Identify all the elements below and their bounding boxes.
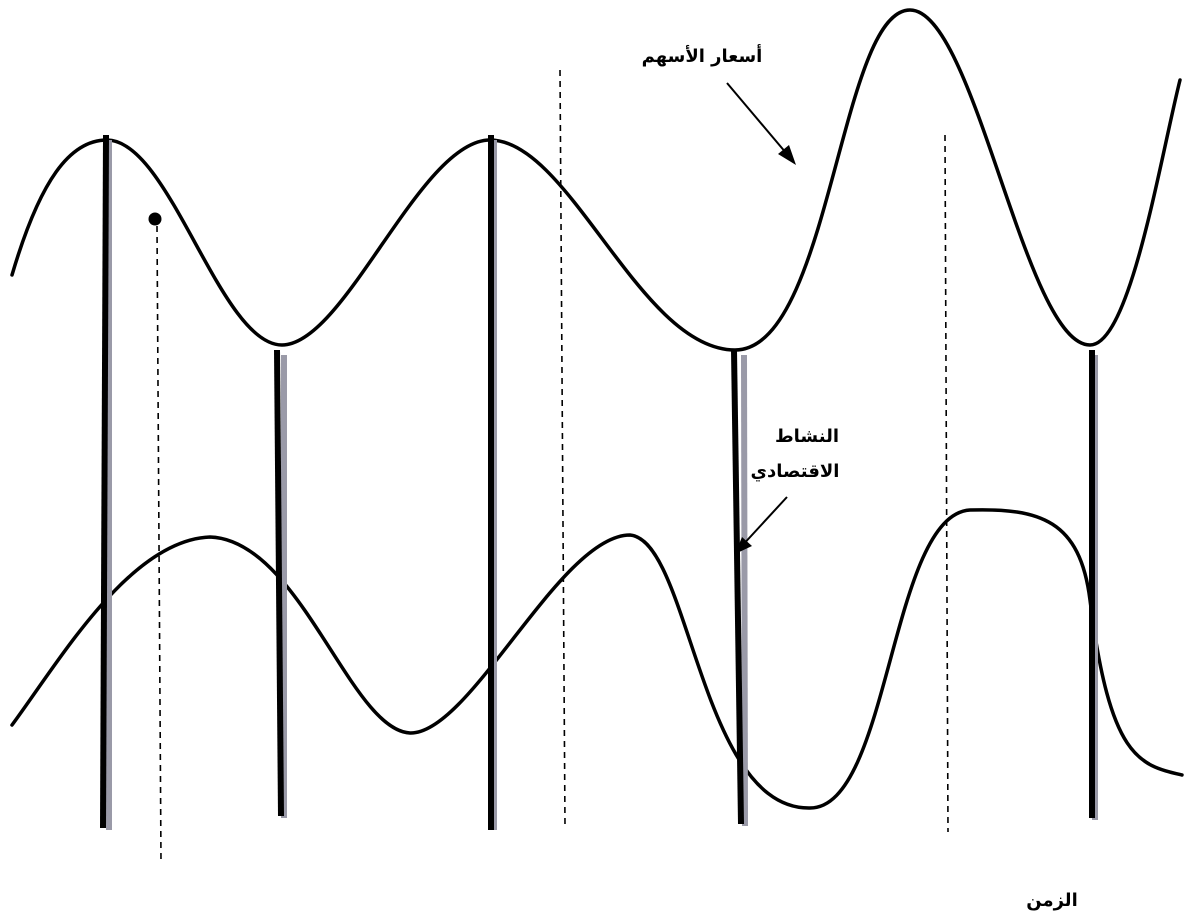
marker-dot (148, 212, 162, 226)
economic-activity-curve (10, 508, 1184, 810)
stock-prices-arrow (726, 82, 796, 165)
dashed-line-1 (156, 225, 162, 863)
solid-line-trough-2 (731, 349, 744, 825)
solid-line-trough-1 (274, 349, 284, 817)
dashed-vertical-lines (156, 69, 949, 863)
economic-activity-arrow (735, 496, 788, 554)
economic-activity-label-line2: الاقتصادي (751, 461, 840, 482)
dashed-line-2 (559, 69, 566, 827)
economic-activity-label-line1: النشاط (775, 426, 839, 447)
stock-prices-label: أسعار الأسهم (642, 44, 763, 67)
solid-line-shadow (741, 354, 748, 827)
solid-vertical-lines (100, 134, 1098, 830)
time-axis-label: الزمن (1026, 890, 1077, 911)
dashed-line-3 (944, 134, 949, 833)
solid-line-peak-1 (100, 134, 109, 829)
stock-prices-curve (10, 8, 1182, 352)
